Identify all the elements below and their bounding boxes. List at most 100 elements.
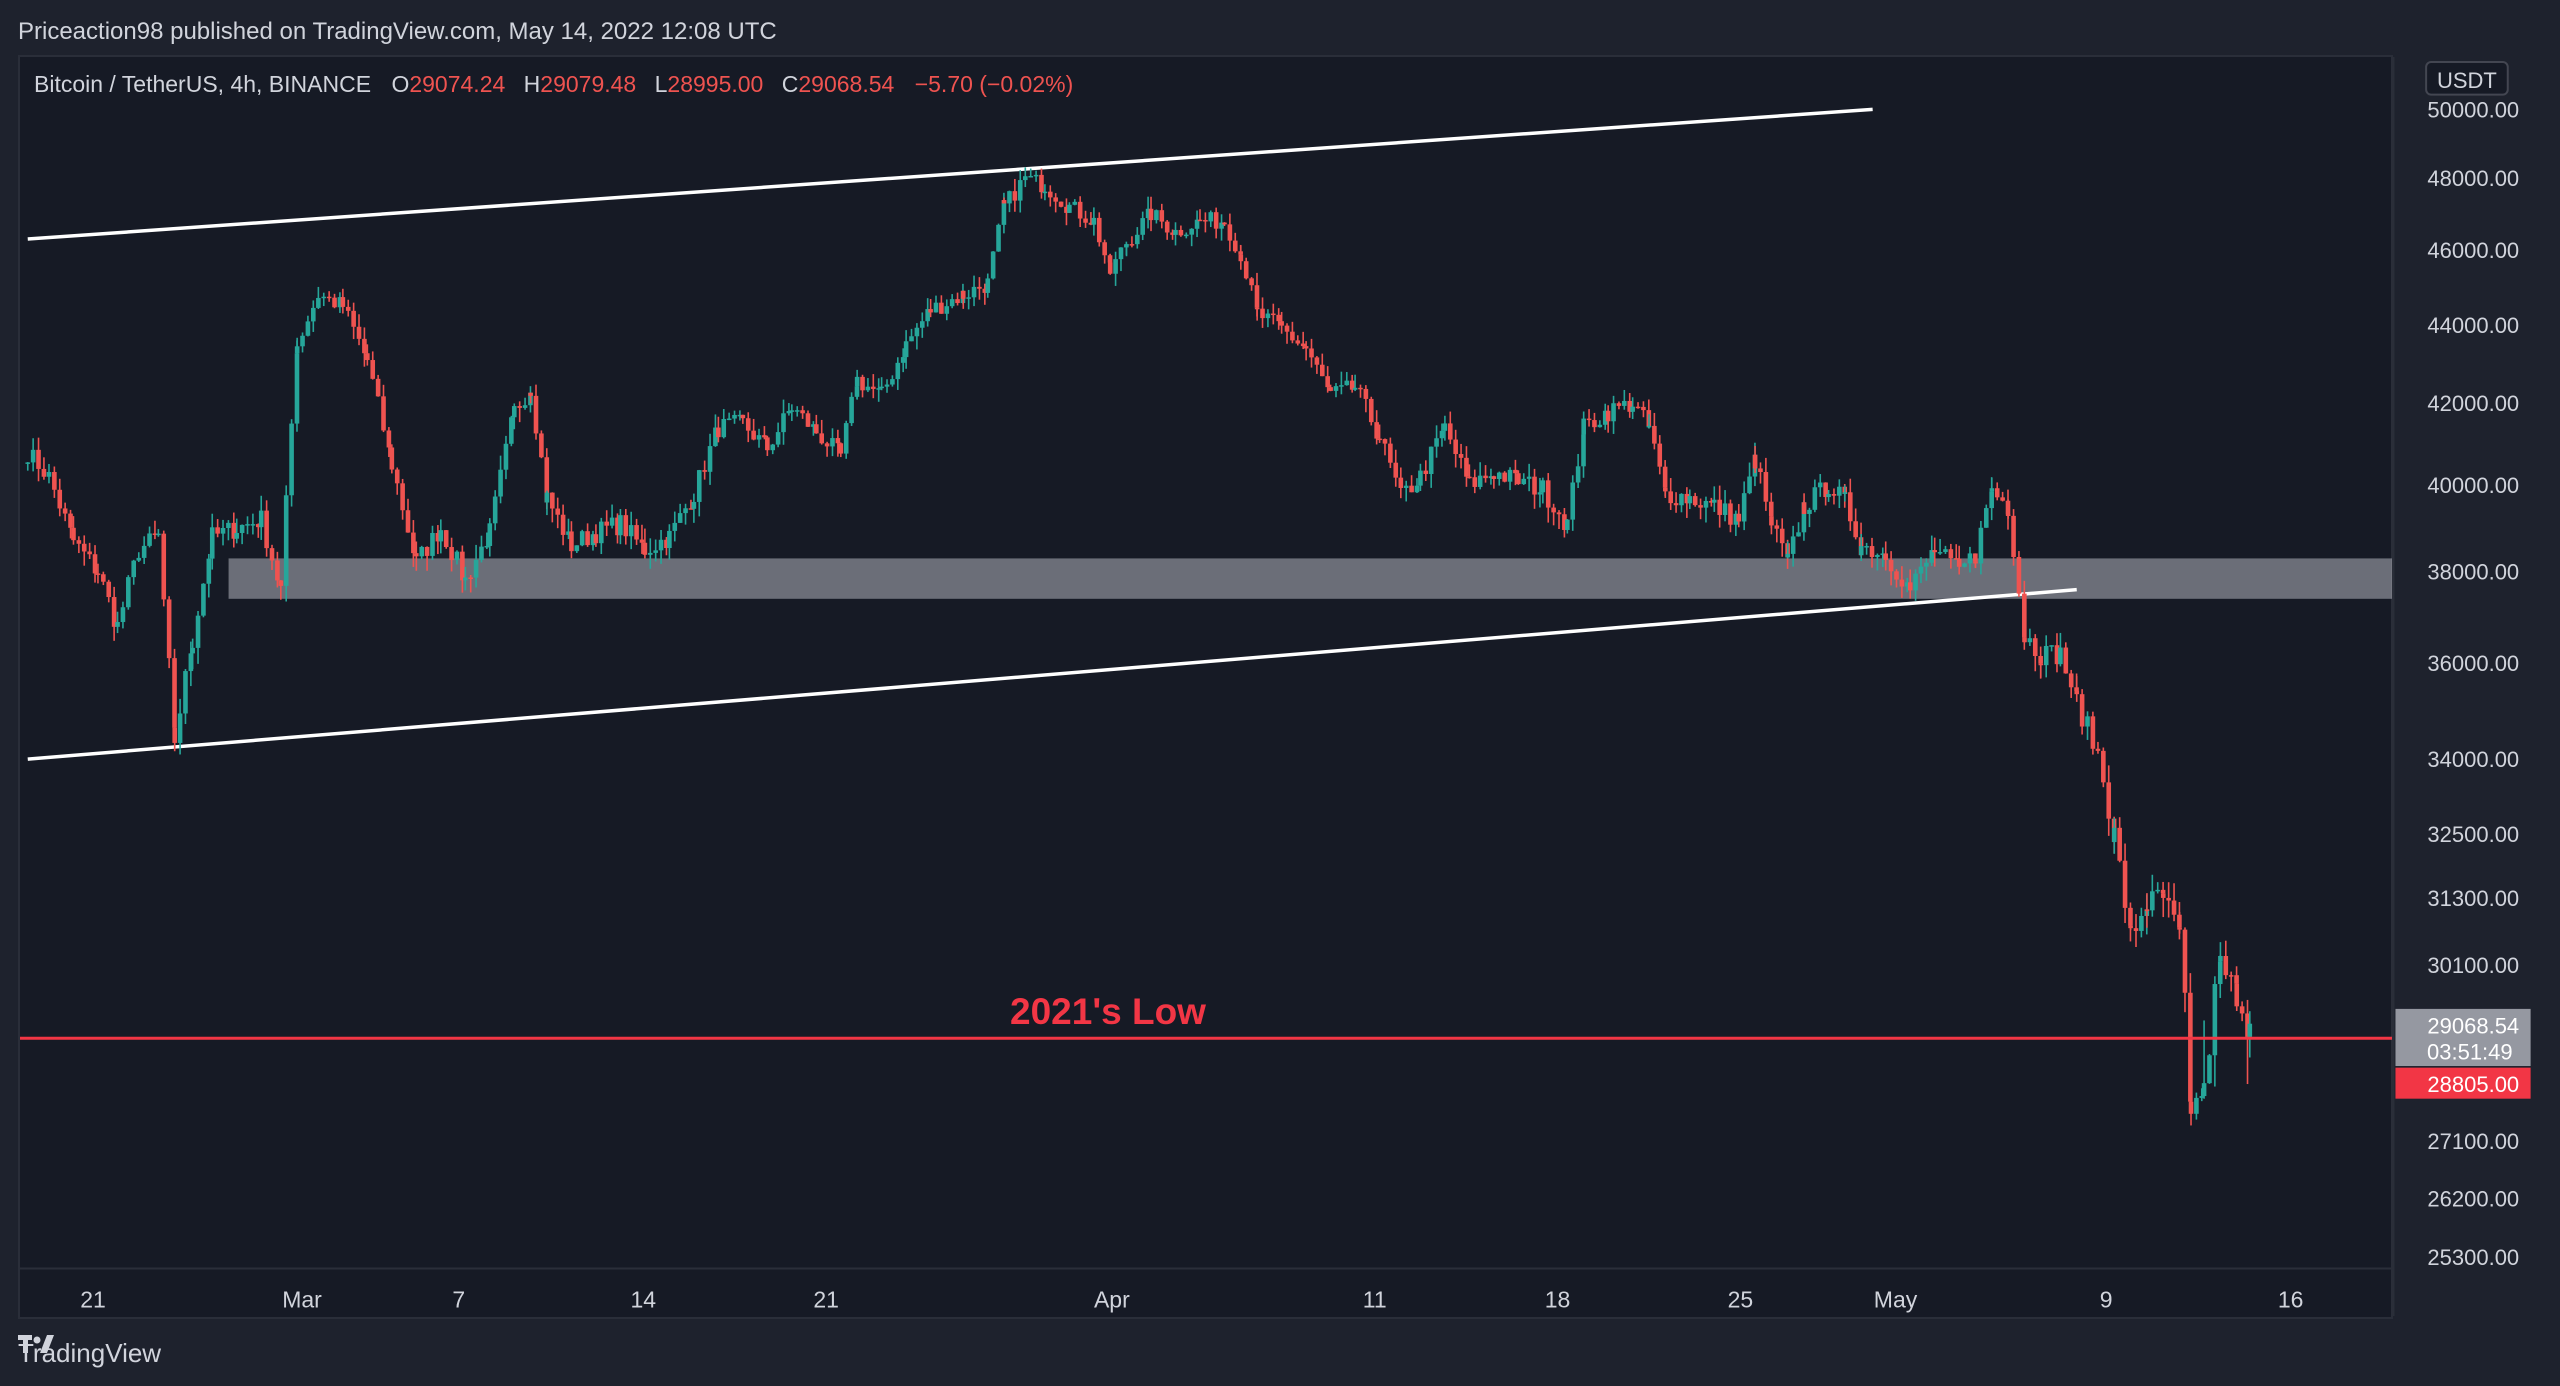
support-price-label: 28805.00 — [2427, 1072, 2519, 1097]
candle-body — [944, 306, 950, 314]
candle-body — [87, 551, 92, 555]
candle-body — [209, 527, 215, 559]
candle-body — [647, 552, 653, 555]
candle-body — [255, 524, 261, 528]
candle-body — [1091, 217, 1097, 225]
candle-body — [68, 513, 73, 528]
candle-body — [2194, 1097, 2199, 1114]
chart-pane[interactable] — [18, 55, 2393, 1319]
candle-body — [604, 521, 609, 526]
candle-body — [2000, 497, 2005, 501]
candle-body — [52, 472, 57, 490]
annotation-2021-low[interactable]: 2021's Low — [1010, 991, 1206, 1032]
candle-body — [1477, 475, 1483, 487]
candle-body — [1570, 482, 1576, 520]
candle-body — [2247, 1023, 2253, 1037]
candle-body — [1423, 470, 1429, 474]
candle-body — [1208, 212, 1214, 222]
candle-body — [400, 483, 405, 511]
candle-body — [101, 574, 106, 582]
candle-body — [1442, 423, 1448, 431]
candle-body — [762, 435, 767, 438]
candle-body — [2201, 1083, 2207, 1097]
candle-body — [405, 510, 411, 533]
candle-body — [677, 513, 683, 523]
candle-body — [2150, 891, 2155, 911]
candle-body — [2144, 909, 2150, 911]
candle-body — [737, 414, 743, 417]
candle-body — [1711, 499, 1717, 503]
candle-body — [172, 658, 177, 728]
candle-body — [854, 376, 860, 387]
publisher-name[interactable]: Priceaction98 — [18, 18, 164, 45]
candle-body — [713, 427, 718, 447]
candle-body — [2133, 928, 2139, 931]
candle-body — [356, 326, 362, 339]
candle-body — [2182, 929, 2188, 993]
price-tick-label: 34000.00 — [2427, 747, 2519, 772]
candle-body — [120, 607, 126, 623]
candle-body — [890, 379, 895, 385]
time-tick-label: 9 — [2100, 1287, 2113, 1313]
candle-body — [430, 532, 435, 556]
candle-body — [1173, 229, 1178, 235]
candle-body — [933, 302, 939, 313]
candle-body — [2160, 889, 2166, 894]
candle-body — [190, 647, 195, 654]
time-tick-label: 21 — [813, 1287, 839, 1313]
candle-body — [188, 653, 194, 672]
candle-body — [326, 296, 332, 299]
open-value: 29074.24 — [409, 71, 505, 97]
price-tick-label: 48000.00 — [2427, 166, 2519, 191]
candle-body — [781, 413, 786, 433]
candle-body — [1937, 552, 1943, 554]
candle-body — [1687, 496, 1693, 504]
candle-body — [1349, 380, 1355, 390]
candle-body — [1801, 502, 1807, 514]
candle-body — [1088, 222, 1094, 225]
candle-body — [805, 413, 811, 427]
candle-body — [835, 438, 841, 444]
candle-body — [195, 615, 201, 648]
candle-body — [1532, 476, 1537, 495]
footer-brand[interactable]: TradingView — [18, 1333, 161, 1373]
candle-body — [2038, 663, 2044, 666]
candle-body — [1646, 425, 1652, 428]
candle-body — [539, 433, 544, 458]
candle-body — [1363, 388, 1369, 399]
candle-body — [786, 411, 792, 414]
channel-upper-line — [27, 107, 1873, 241]
candle-body — [1295, 340, 1301, 344]
candle-body — [2223, 955, 2229, 976]
candle-body — [1164, 221, 1170, 233]
candle-body — [1507, 469, 1513, 482]
candle-body — [574, 545, 580, 552]
candle-body — [528, 392, 533, 396]
candle-body — [599, 521, 604, 544]
candle-body — [895, 362, 901, 380]
candle-body — [1736, 513, 1742, 522]
price-tick-label: 25300.00 — [2427, 1245, 2519, 1270]
candle-body — [1581, 434, 1586, 467]
candle-body — [503, 443, 509, 470]
candle-body — [1904, 582, 1910, 587]
candle-body — [819, 433, 825, 444]
candle-body — [1467, 476, 1472, 479]
publish-date: May 14, 2022 12:08 UTC — [508, 18, 777, 45]
candle-body — [1837, 486, 1842, 496]
candle-body — [1496, 472, 1502, 479]
candle-body — [667, 530, 672, 549]
candle-body — [1254, 307, 1260, 310]
candle-body — [1692, 496, 1698, 506]
candle-body — [473, 560, 479, 578]
candle-body — [2212, 984, 2218, 1056]
candle-body — [843, 423, 849, 454]
candle-body — [289, 423, 294, 496]
candle-body — [1611, 403, 1616, 422]
candle-body — [1575, 466, 1581, 483]
candle-body — [1409, 485, 1414, 493]
candle-body — [1439, 430, 1445, 439]
candle-body — [789, 410, 795, 412]
candle-body — [707, 446, 713, 472]
